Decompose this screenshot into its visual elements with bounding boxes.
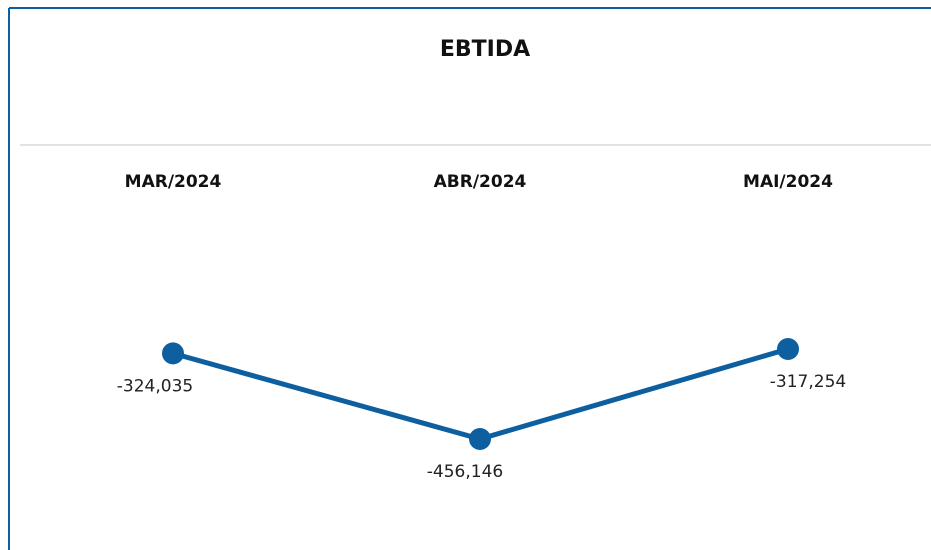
data-point: [162, 342, 184, 365]
category-label: MAI/2024: [743, 172, 833, 192]
value-label: -317,254: [770, 372, 846, 392]
data-point: [469, 428, 491, 450]
chart-title: EBTIDA: [440, 37, 530, 62]
category-label: MAR/2024: [125, 172, 222, 192]
category-label: ABR/2024: [434, 172, 527, 192]
value-label: -324,035: [117, 376, 193, 396]
data-point: [777, 338, 799, 360]
value-label: -456,146: [427, 462, 503, 482]
series-line: [172, 346, 789, 442]
